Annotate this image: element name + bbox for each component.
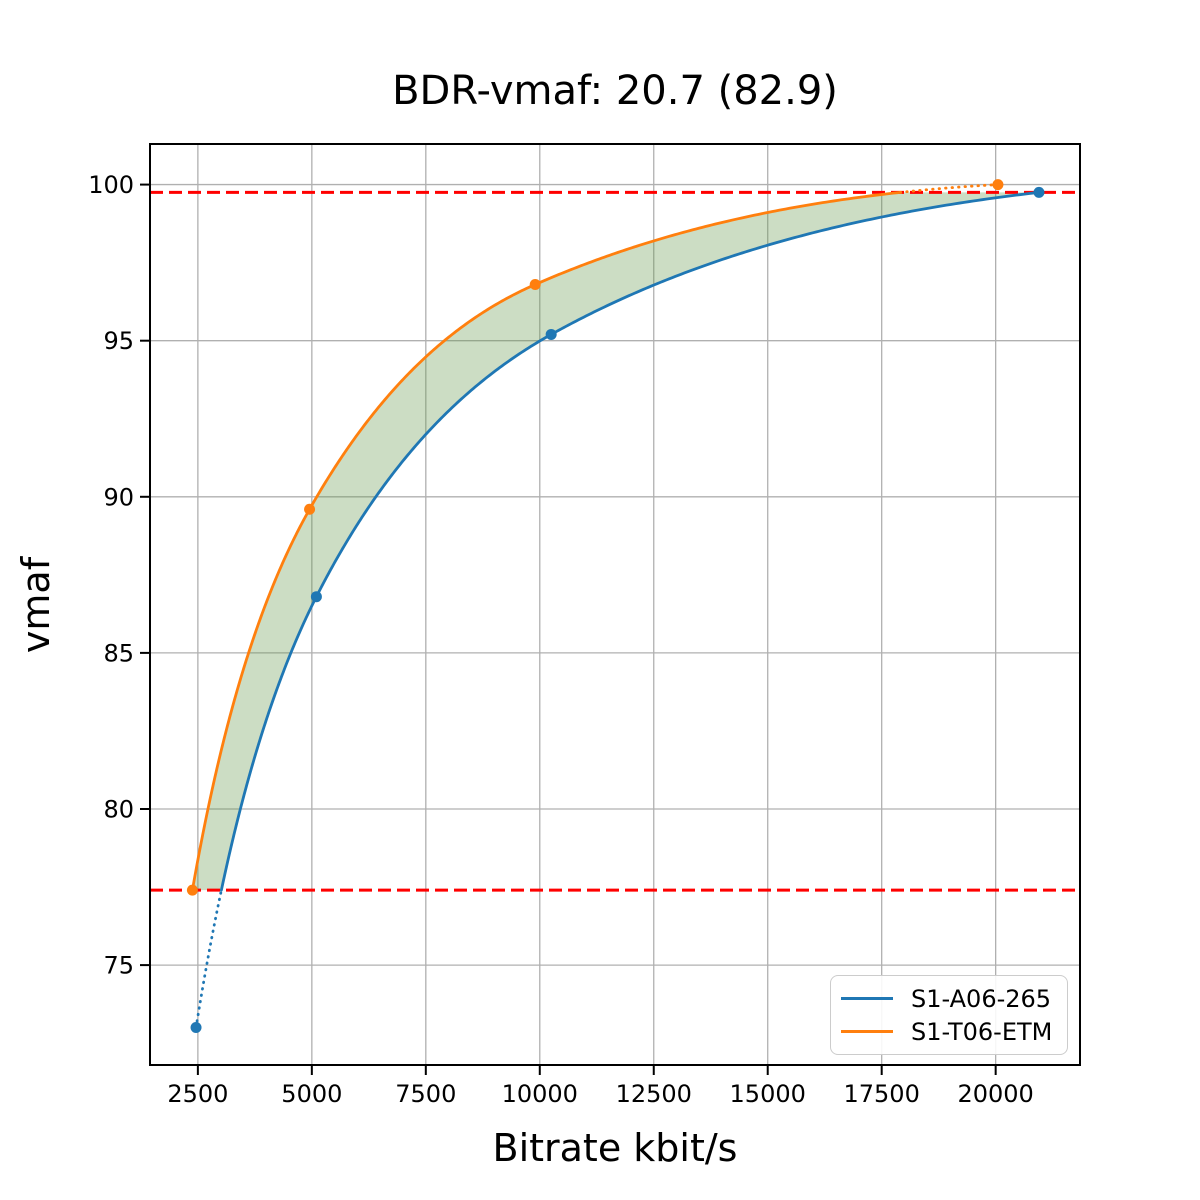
- series-curve-dotted-S1-T06-ETM: [898, 183, 1000, 194]
- legend-label: S1-A06-265: [911, 984, 1052, 1013]
- legend-label: S1-T06-ETM: [911, 1017, 1053, 1046]
- x-tick-label: 12500: [616, 1080, 692, 1108]
- y-tick-label: 90: [103, 483, 134, 511]
- legend-item: S1-T06-ETM: [841, 1016, 1067, 1048]
- legend-item: S1-A06-265: [841, 983, 1067, 1015]
- data-point-marker-S1-T06-ETM: [992, 179, 1004, 191]
- data-point-marker-S1-A06-265: [545, 328, 557, 340]
- data-point-marker-S1-A06-265: [190, 1022, 202, 1034]
- legend-line-sample: [841, 997, 893, 1000]
- x-tick-label: 7500: [395, 1080, 456, 1108]
- x-tick-label: 15000: [730, 1080, 806, 1108]
- data-point-marker-S1-T06-ETM: [186, 884, 198, 896]
- x-axis-label: Bitrate kbit/s: [492, 1126, 738, 1170]
- y-tick-label: 80: [103, 795, 134, 823]
- data-point-marker-S1-A06-265: [1033, 186, 1045, 198]
- series-curve-S1-T06-ETM: [190, 190, 902, 892]
- y-tick-label: 75: [103, 952, 134, 980]
- data-point-marker-S1-T06-ETM: [304, 503, 316, 515]
- x-tick-label: 2500: [167, 1080, 228, 1108]
- series-curve-S1-A06-265: [219, 190, 1041, 892]
- x-tick-label: 5000: [281, 1080, 342, 1108]
- y-tick-label: 95: [103, 327, 134, 355]
- series-curve-dotted-S1-A06-265: [194, 888, 223, 1029]
- legend-line-sample: [841, 1030, 893, 1033]
- legend: S1-A06-265 S1-T06-ETM: [830, 975, 1068, 1055]
- x-tick-label: 17500: [844, 1080, 920, 1108]
- chart-title: BDR-vmaf: 20.7 (82.9): [392, 68, 838, 114]
- x-tick-label: 10000: [502, 1080, 578, 1108]
- y-tick-label: 100: [88, 171, 134, 199]
- y-tick-label: 85: [103, 639, 134, 667]
- data-point-marker-S1-T06-ETM: [529, 278, 541, 290]
- plot-border: [149, 143, 1081, 1066]
- x-tick-label: 20000: [957, 1080, 1033, 1108]
- bd-shaded-region: [192, 192, 1039, 891]
- data-point-marker-S1-A06-265: [310, 591, 322, 603]
